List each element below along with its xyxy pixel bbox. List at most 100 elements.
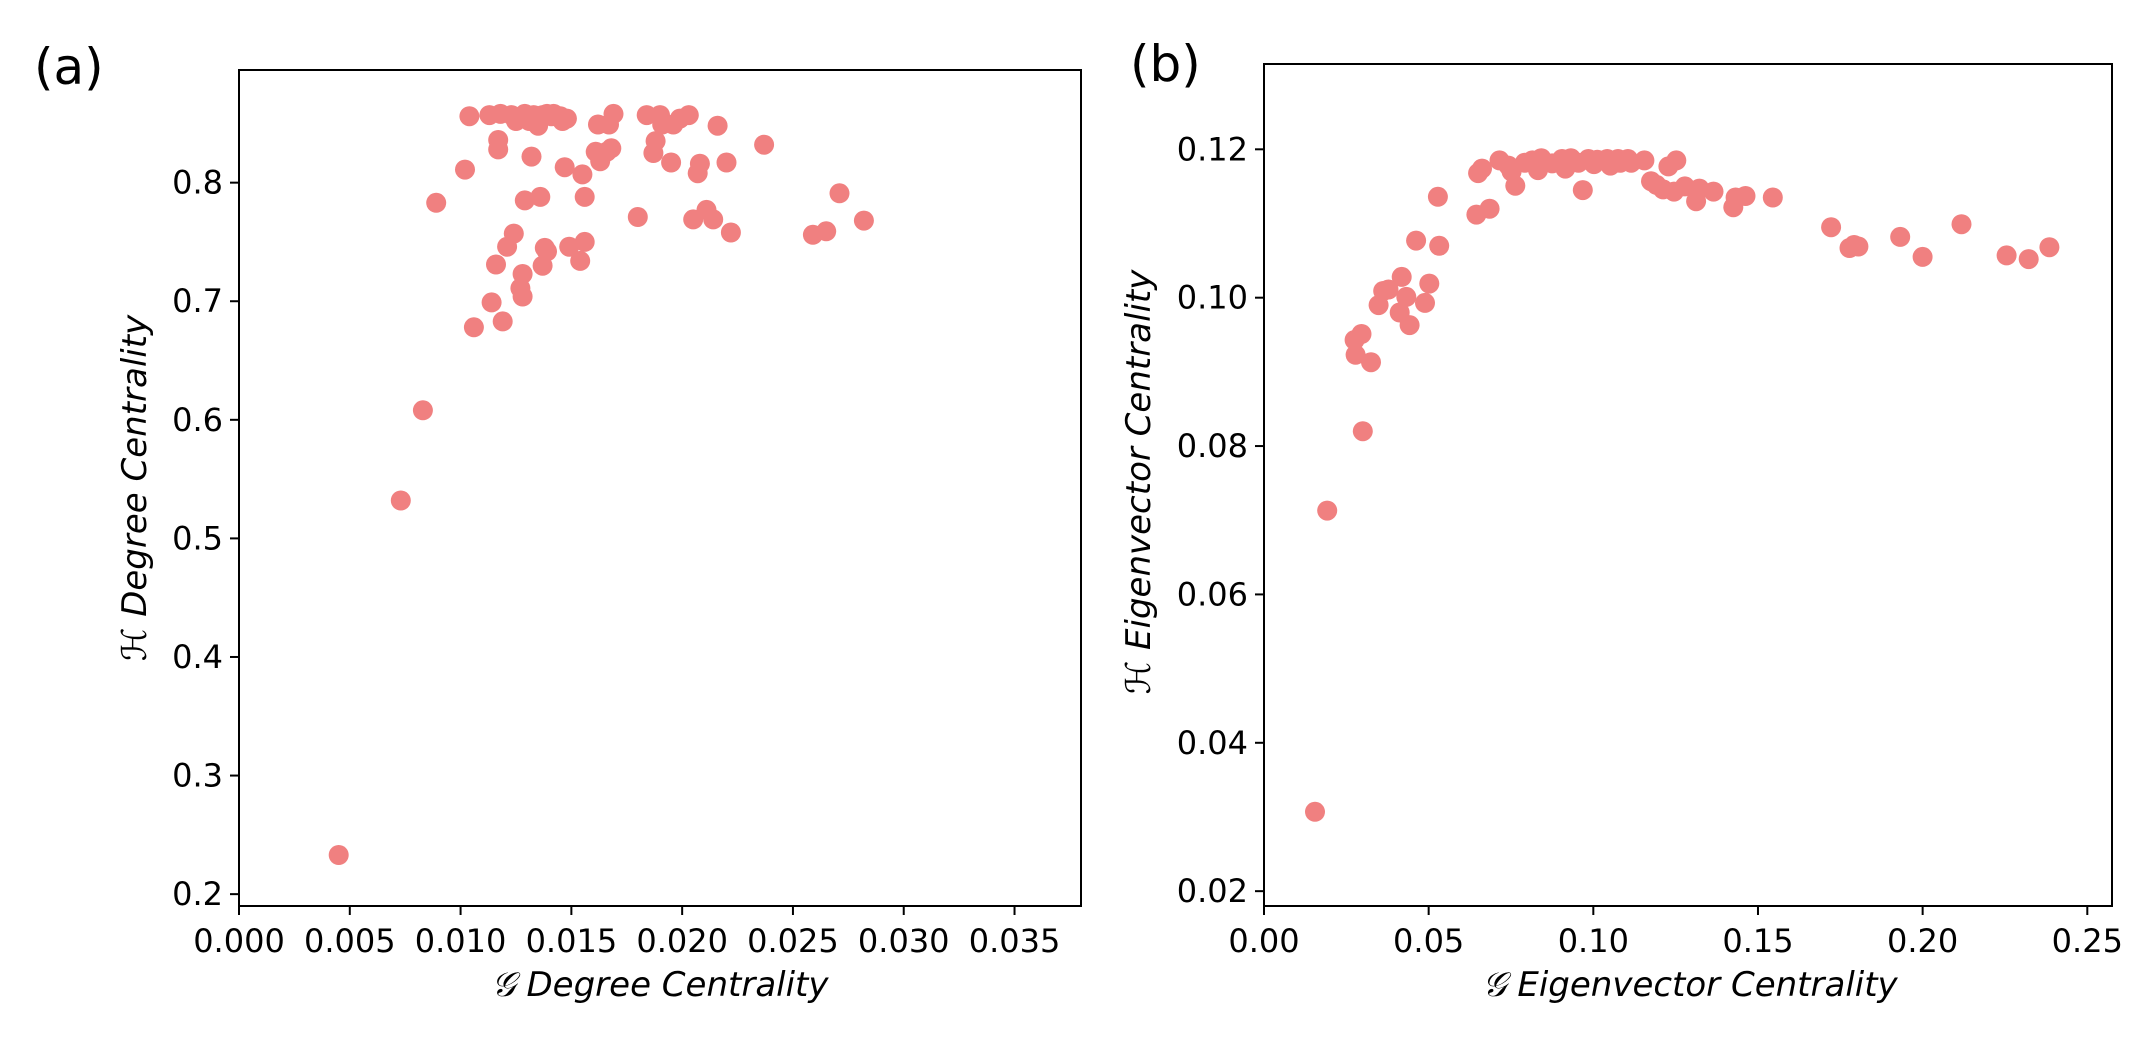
panel-a-point-4 — [455, 159, 475, 180]
panel-b-y-tick-label-0: 0.02 — [1177, 872, 1248, 910]
panel-b-y-ticks: 0.02 0.04 0.06 0.08 0.10 0.12 — [1177, 130, 1264, 910]
panel-a-point-44 — [574, 186, 595, 207]
panel-a-y-tick-label-2: 0.4 — [172, 638, 223, 676]
panel-a-axes-frame — [238, 69, 1082, 907]
panel-a-point-1 — [390, 490, 411, 511]
panel-b-point-60 — [1762, 187, 1783, 208]
panel-b-point-0 — [1305, 801, 1325, 822]
panel-b-x-tick-label-5: 0.25 — [2052, 922, 2123, 960]
panel-a-point-72 — [816, 221, 837, 242]
panel-a-x-tick-label-6: 0.030 — [858, 922, 950, 960]
panel-b-x-tick-label-4: 0.20 — [1887, 922, 1958, 960]
panel-a-x-tick-label-3: 0.015 — [526, 922, 618, 960]
panel-b-point-18 — [1429, 235, 1450, 256]
panel-a-point-28 — [530, 186, 551, 207]
panel-b-y-tick-label-4: 0.10 — [1177, 279, 1248, 317]
panel-a-point-2 — [412, 400, 433, 421]
panel-a-y-tick-label-4: 0.6 — [172, 401, 223, 439]
panel-a-point-64 — [689, 153, 710, 174]
panel-a-point-58 — [661, 152, 682, 173]
panel-b-eigenvector-centrality: (b) 0.00 0.05 0.10 0.15 0.20 0.25 0.020.040.0… — [1119, 35, 2123, 1005]
panel-b-point-1 — [1317, 500, 1338, 521]
panel-b-label: (b) — [1130, 35, 1201, 93]
panel-b-point-26 — [1505, 175, 1526, 196]
panel-b-axes-frame — [1263, 63, 2113, 907]
panel-b-point-68 — [1996, 245, 2017, 266]
panel-a-points — [328, 103, 874, 865]
panel-b-point-46 — [1634, 150, 1655, 171]
panel-b-point-13 — [1399, 315, 1420, 336]
panel-b-x-tick-label-1: 0.05 — [1393, 922, 1464, 960]
panel-b-x-axis-label: 𝒢 Eigenvector Centrality — [1482, 965, 1898, 1005]
panel-a-point-66 — [703, 209, 724, 230]
panel-b-x-tick-label-2: 0.10 — [1558, 922, 1629, 960]
panel-b-point-5 — [1352, 421, 1373, 442]
panel-a-x-axis-label: 𝒢 Degree Centrality — [491, 965, 829, 1005]
panel-b-y-tick-label-3: 0.08 — [1177, 427, 1248, 465]
panel-a-point-73 — [829, 183, 850, 204]
panel-a-point-9 — [486, 254, 506, 275]
panel-a-point-41 — [570, 250, 591, 271]
panel-a-degree-centrality: (a) 0.000 0.005 0.010 0.015 0.020 0.025 0.030 0… — [34, 38, 1082, 1005]
panel-a-point-5 — [459, 106, 480, 127]
panel-a-label: (a) — [34, 38, 104, 96]
panel-b-point-59 — [1735, 186, 1756, 206]
panel-b-point-16 — [1419, 273, 1440, 294]
panel-a-x-tick-label-2: 0.010 — [415, 922, 507, 960]
panel-a-point-16 — [503, 223, 524, 244]
panel-a-point-39 — [556, 108, 577, 129]
panel-b-point-52 — [1666, 150, 1687, 171]
panel-a-x-tick-label-4: 0.020 — [636, 922, 728, 960]
panel-b-point-65 — [1890, 226, 1911, 247]
panel-a-y-ticks: 0.2 0.3 0.4 0.5 0.6 0.7 0.8 — [172, 164, 239, 913]
panel-a-point-22 — [514, 190, 535, 211]
panel-a-point-3 — [426, 192, 447, 213]
panel-a-y-tick-label-5: 0.7 — [172, 282, 223, 320]
panel-b-x-tick-label-0: 0.00 — [1228, 922, 1299, 960]
panel-a-x-tick-label-7: 0.035 — [969, 922, 1061, 960]
panel-a-y-tick-label-3: 0.5 — [172, 519, 223, 557]
panel-b-point-21 — [1472, 158, 1492, 179]
panel-b-point-9 — [1378, 279, 1399, 300]
panel-a-y-tick-label-0: 0.2 — [172, 875, 223, 913]
panel-a-point-11 — [488, 139, 509, 160]
panel-a-point-68 — [716, 152, 737, 173]
panel-a-point-40 — [559, 236, 580, 257]
panel-b-point-66 — [1912, 246, 1933, 267]
panel-a-point-20 — [512, 286, 533, 307]
panel-a-point-42 — [572, 164, 593, 185]
panel-a-point-43 — [574, 231, 595, 252]
panel-a-x-tick-label-1: 0.005 — [304, 922, 396, 960]
panel-b-x-ticks: 0.00 0.05 0.10 0.15 0.20 0.25 — [1228, 906, 2123, 960]
panel-b-point-14 — [1406, 230, 1427, 251]
panel-b-y-tick-label-2: 0.06 — [1177, 575, 1248, 613]
panel-b-point-36 — [1572, 180, 1593, 201]
panel-a-y-tick-label-1: 0.3 — [172, 757, 223, 795]
panel-b-point-11 — [1391, 266, 1412, 287]
panel-a-x-ticks: 0.000 0.005 0.010 0.015 0.020 0.025 0.030 0.035 — [193, 906, 1060, 960]
panel-a-point-70 — [754, 134, 775, 155]
panel-b-point-69 — [2018, 249, 2039, 270]
panel-a-point-21 — [512, 264, 533, 284]
panel-b-point-56 — [1703, 181, 1724, 202]
panel-a-point-51 — [603, 103, 624, 124]
panel-a-point-38 — [554, 157, 575, 178]
panel-b-point-67 — [1951, 214, 1972, 235]
panel-a-y-tick-label-6: 0.8 — [172, 164, 223, 202]
panel-a-point-50 — [601, 138, 622, 159]
panel-b-points — [1305, 148, 2060, 822]
panel-b-y-axis-label: ℋ Eigenvector Centrality — [1119, 269, 1159, 695]
panel-b-point-3 — [1345, 344, 1366, 365]
panel-b-point-15 — [1415, 292, 1435, 313]
panel-a-point-69 — [720, 222, 741, 243]
panel-a-point-0 — [328, 845, 349, 865]
panel-b-point-22 — [1479, 198, 1500, 219]
panel-b-point-61 — [1821, 217, 1842, 238]
panel-a-y-axis-label: ℋ Degree Centrality — [115, 314, 155, 661]
panel-b-point-17 — [1427, 186, 1448, 207]
panel-b-point-12 — [1396, 286, 1417, 307]
panel-a-point-67 — [707, 115, 728, 136]
panel-a-point-61 — [678, 105, 699, 126]
panel-a-point-52 — [627, 207, 648, 227]
